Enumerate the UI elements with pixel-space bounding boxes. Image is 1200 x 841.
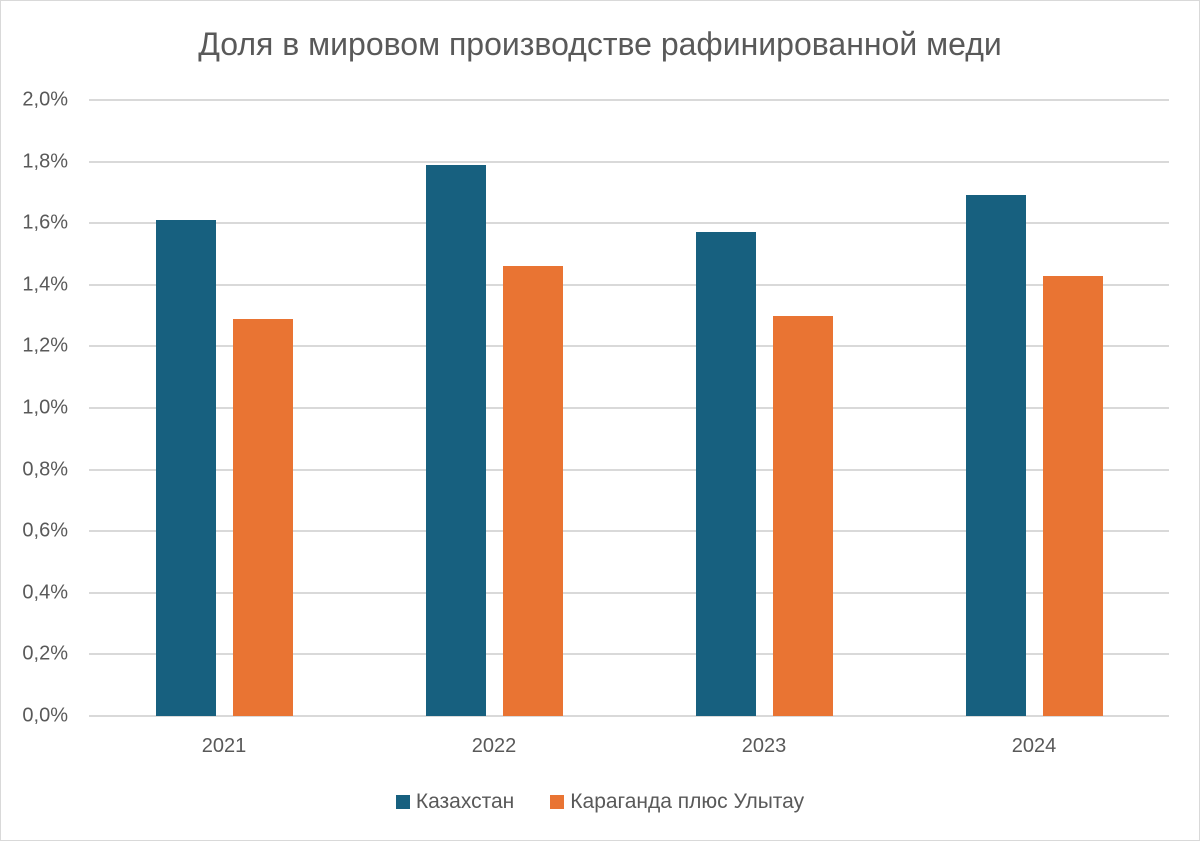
- gridline: [89, 468, 1169, 471]
- legend-swatch-icon: [550, 795, 565, 809]
- y-tick-label: 1,0%: [22, 396, 68, 419]
- x-tick-label: 2024: [1011, 735, 1057, 757]
- x-tick-label: 2023: [741, 735, 787, 757]
- x-tick-label: 2022: [471, 735, 517, 757]
- y-tick-label: 0,2%: [22, 642, 68, 665]
- y-tick-label: 0,4%: [22, 581, 68, 604]
- gridline: [89, 407, 1169, 409]
- legend-swatch-icon: [395, 795, 410, 809]
- gridline: [89, 345, 1169, 348]
- y-tick-label: 2,0%: [22, 88, 68, 111]
- bar: [773, 315, 833, 716]
- chart-title: Доля в мировом производстве рафинированн…: [198, 26, 1002, 62]
- y-tick-label: 1,4%: [22, 273, 68, 296]
- y-tick-label: 0,8%: [22, 458, 68, 481]
- legend-item-karaganda-ulytau: Караганда плюс Улытау: [550, 790, 804, 814]
- bar: [696, 232, 756, 716]
- legend: Казахстан Караганда плюс Улытау: [0, 790, 1200, 814]
- gridline: [89, 283, 1169, 286]
- y-tick-label: 1,2%: [22, 334, 68, 357]
- bar: [426, 164, 486, 716]
- y-tick-label: 0,0%: [22, 704, 68, 727]
- gridline: [89, 591, 1169, 594]
- x-tick-label: 2021: [201, 735, 247, 757]
- gridline: [89, 222, 1169, 225]
- gridline: [89, 160, 1169, 163]
- gridline: [89, 530, 1169, 533]
- y-tick-label: 0,6%: [22, 519, 68, 542]
- y-tick-label: 1,8%: [22, 150, 68, 173]
- bar: [233, 318, 293, 716]
- gridline: [89, 99, 1169, 101]
- bar: [503, 266, 563, 716]
- bar: [966, 195, 1026, 716]
- legend-label: Казахстан: [415, 790, 515, 813]
- y-tick-label: 1,6%: [22, 211, 68, 234]
- legend-item-kazakhstan: Казахстан: [395, 790, 515, 814]
- legend-label: Караганда плюс Улытау: [570, 790, 805, 813]
- bar: [156, 220, 216, 716]
- bar: [1043, 275, 1103, 716]
- gridline: [89, 715, 1169, 717]
- gridline: [89, 653, 1169, 656]
